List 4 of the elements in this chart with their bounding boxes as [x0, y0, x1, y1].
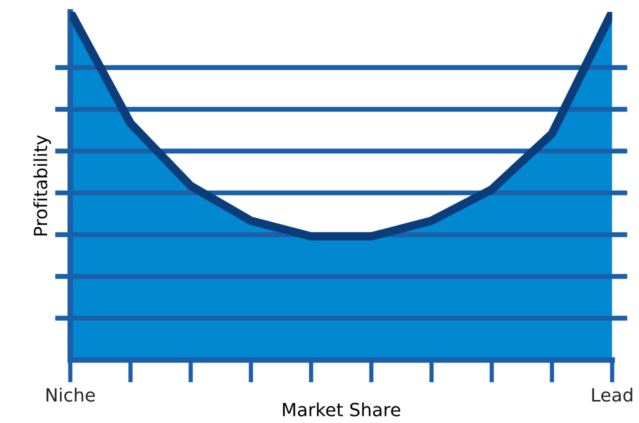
x-tick-label: Niche — [46, 388, 95, 402]
y-axis-title: Profitability — [33, 135, 51, 236]
x-axis-title: Market Share — [283, 402, 400, 416]
x-tick-label: Lead — [592, 388, 632, 402]
